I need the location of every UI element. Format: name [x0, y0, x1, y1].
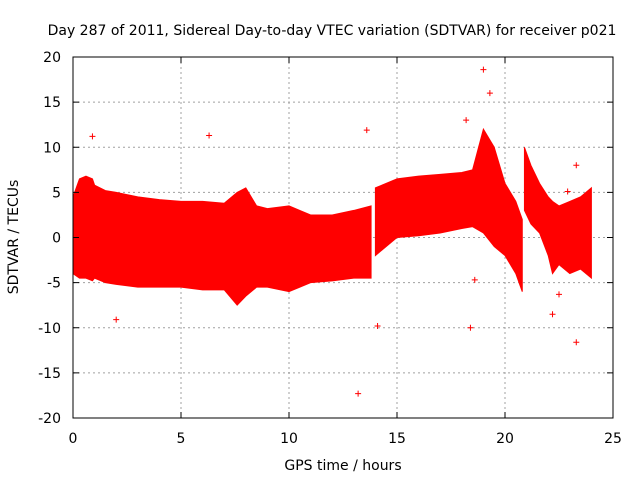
outlier-point: [89, 133, 96, 140]
y-tick-label: -20: [38, 411, 61, 427]
outlier-point: [113, 316, 120, 323]
outlier-point: [471, 276, 478, 283]
outlier-point: [486, 90, 493, 97]
x-tick-label: 15: [388, 431, 406, 447]
y-tick-label: 10: [43, 140, 61, 156]
x-tick-label: 5: [177, 431, 186, 447]
y-tick-label: 20: [43, 50, 61, 66]
variation-band: [72, 175, 372, 306]
y-tick-label: -15: [38, 366, 61, 382]
outlier-point: [534, 193, 541, 200]
y-tick-label: -10: [38, 321, 61, 337]
x-tick-label: 0: [69, 431, 78, 447]
y-axis-label: SDTVAR / TECUs: [6, 180, 22, 295]
outlier-point: [467, 324, 474, 331]
outlier-point: [374, 322, 381, 329]
y-tick-label: 0: [52, 231, 61, 247]
outlier-point: [573, 339, 580, 346]
data-series: [72, 66, 592, 397]
x-axis-label: GPS time / hours: [284, 458, 401, 474]
outlier-point: [564, 188, 571, 195]
outlier-point: [463, 117, 470, 124]
variation-band: [523, 147, 592, 280]
y-tick-label: 15: [43, 95, 61, 111]
variation-band: [374, 127, 523, 292]
chart-title: Day 287 of 2011, Sidereal Day-to-day VTE…: [48, 23, 617, 39]
x-tick-label: 25: [604, 431, 622, 447]
y-tick-label: 5: [52, 185, 61, 201]
x-tick-label: 20: [496, 431, 514, 447]
y-tick-label: -5: [47, 276, 61, 292]
outlier-point: [480, 66, 487, 73]
outlier-point: [206, 132, 213, 139]
axis-ticks: 0 5 10 15 20 25 -20 -15 -10 -5 0 5 10 15 20: [38, 50, 622, 447]
x-tick-label: 10: [280, 431, 298, 447]
outlier-point: [573, 162, 580, 169]
outlier-point: [556, 291, 562, 298]
outlier-point: [549, 311, 556, 318]
outlier-point: [363, 127, 370, 134]
outlier-point: [355, 390, 362, 397]
